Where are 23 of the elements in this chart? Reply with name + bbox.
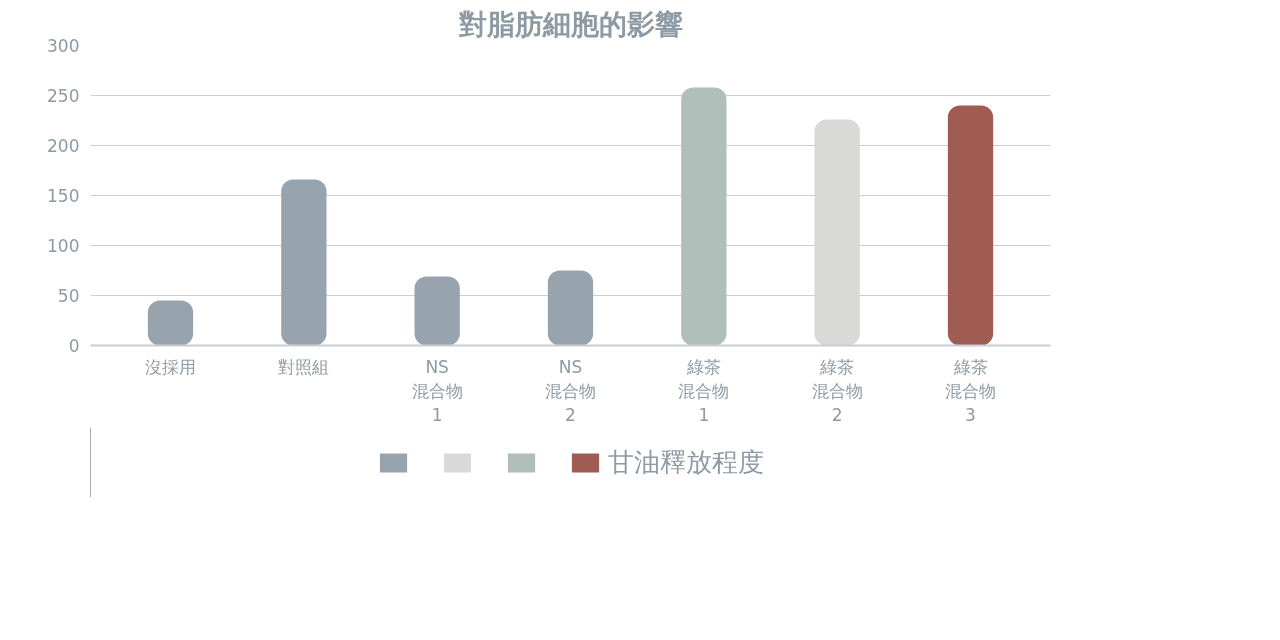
bar [414,276,460,346]
x-tick-label: 對照組 [278,356,330,377]
x-tick-label: 綠茶混合物 2 [811,356,863,425]
y-tick-label: 200 [47,136,80,156]
y-tick-label: 250 [47,86,80,106]
bar [814,119,860,346]
chart-title: 對脂肪細胞的影響 [457,7,683,41]
bar [147,300,194,346]
x-tick-label: 綠茶混合物 1 [678,356,730,425]
y-tick-label: 150 [47,186,80,206]
bar [547,270,594,346]
y-tick-label: 100 [47,236,80,256]
y-tick-label: 300 [47,36,80,56]
bar [681,87,727,346]
x-tick-label: NS 混合物 1 [411,356,463,425]
y-tick-label: 50 [57,286,80,306]
x-tick-label: 綠茶混合物 3 [945,356,996,425]
x-tick-label: NS 混合物 2 [545,356,596,425]
y-tick-label: 0 [68,336,80,356]
legend-label: 甘油釋放程度 [608,445,764,479]
bar [281,179,327,346]
x-tick-label: 沒採用 [145,356,196,377]
bar [947,105,994,346]
